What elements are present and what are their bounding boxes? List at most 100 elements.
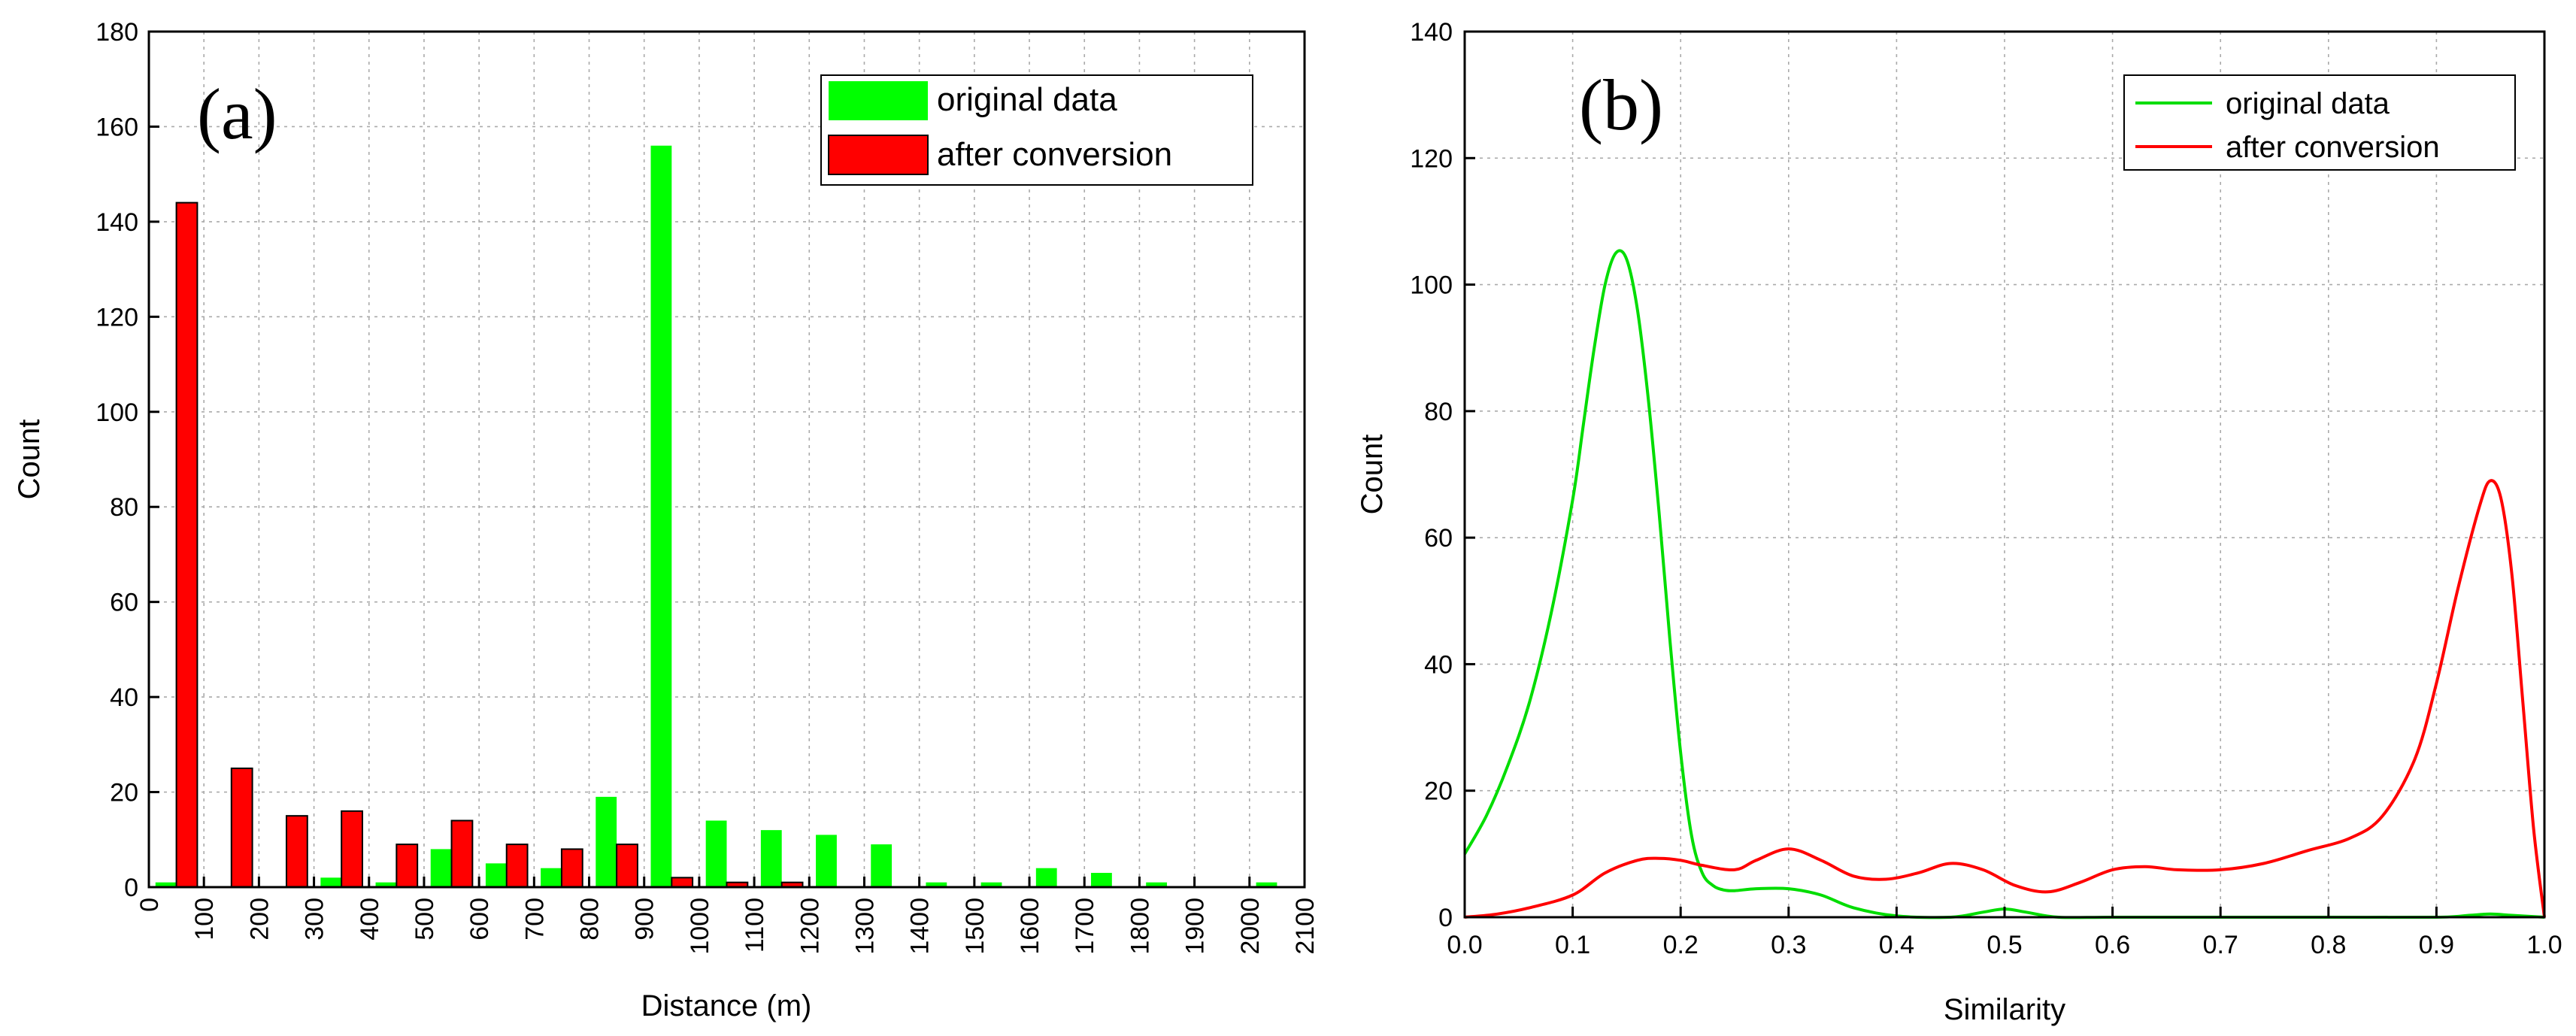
chart-a-xtick-label: 600 <box>465 898 494 941</box>
chart-a-ytick-label: 60 <box>110 589 138 617</box>
chart-a-xtick-label: 1100 <box>741 898 769 953</box>
chart-a-bar-after <box>450 819 474 888</box>
chart-a-xlabel: Distance (m) <box>641 989 812 1022</box>
chart-a-xtick-label: 1300 <box>850 898 879 955</box>
chart-a-ytick-label: 120 <box>95 303 138 332</box>
chart-b-ytick-label: 20 <box>1424 777 1453 806</box>
chart-b-xtick-label: 0.8 <box>2311 931 2346 959</box>
chart-a-ytick-label: 0 <box>124 874 138 902</box>
chart-a-bar-after <box>341 810 363 889</box>
chart-b-ytick-label: 0 <box>1438 904 1453 932</box>
chart-a-legend-swatch-after <box>828 135 929 175</box>
chart-b-xtick-label: 0.3 <box>1771 931 1806 959</box>
chart-a-xtick-label: 500 <box>411 898 439 941</box>
chart-a-ytick-label: 140 <box>95 208 138 237</box>
chart-b-xtick-label: 0.4 <box>1879 931 1914 959</box>
chart-panel-b: 0 20 40 60 80 100 120 140 0.0 0.1 0.2 0.3 0.4 0.5 0.6 0… <box>1356 18 2562 1026</box>
chart-a-bar-original <box>926 882 947 887</box>
chart-a-xtick-label: 0 <box>135 898 164 912</box>
chart-a-bars <box>155 145 1277 889</box>
chart-b-ytick-label: 140 <box>1410 18 1453 47</box>
chart-a-bar-original <box>1146 882 1168 887</box>
chart-a-legend-label-after: after conversion <box>937 136 1172 173</box>
chart-a-bar-original <box>705 820 727 887</box>
chart-a-bar-after <box>560 848 583 889</box>
chart-b-legend: original data after conversion <box>2123 74 2516 171</box>
chart-a-panel-label: (a) <box>197 74 277 154</box>
chart-b-xtick-label: 0.7 <box>2203 931 2238 959</box>
chart-a-xtick-label: 200 <box>245 898 274 941</box>
chart-a-xtick-label: 1800 <box>1126 898 1154 955</box>
chart-b-xlabel: Similarity <box>1944 993 2065 1026</box>
chart-b-legend-label-after: after conversion <box>2226 131 2440 164</box>
chart-b-grid <box>1465 32 2544 917</box>
chart-a-xtick-label: 400 <box>356 898 384 941</box>
chart-a-bar-original <box>1091 873 1112 887</box>
chart-a-bar-original <box>485 863 507 887</box>
chart-a-bar-original <box>1256 882 1277 887</box>
chart-a-ytick-label: 180 <box>95 18 138 47</box>
chart-b-xtick-label: 1.0 <box>2526 931 2562 959</box>
chart-b-ytick-label: 120 <box>1410 144 1453 173</box>
chart-a-legend-swatch-original <box>829 81 928 120</box>
chart-b-ytick-label: 100 <box>1410 271 1453 300</box>
chart-a-bar-original <box>596 796 617 887</box>
chart-a-xtick-label: 1200 <box>796 898 824 955</box>
chart-a-xtick-label: 700 <box>520 898 549 941</box>
chart-a-bar-original <box>650 145 672 887</box>
chart-a-bar-original <box>320 877 342 887</box>
chart-b-ytick-label: 40 <box>1424 650 1453 679</box>
chart-a-bar-original <box>1035 868 1057 887</box>
chart-a-xtick-label: 1000 <box>686 898 714 955</box>
chart-b-legend-label-original: original data <box>2226 87 2390 120</box>
chart-a-xtick-label: 1900 <box>1181 898 1210 955</box>
chart-a-bar-original <box>980 882 1002 887</box>
chart-a-plot-frame <box>147 30 1306 889</box>
chart-b-line-after <box>1464 479 2546 919</box>
chart-a-xtick-label: 1500 <box>961 898 989 955</box>
chart-a-ytick-label: 160 <box>95 113 138 141</box>
chart-a-bar-after <box>230 767 253 889</box>
chart-a-xtick-label: 1600 <box>1016 898 1044 955</box>
chart-b-ytick-label: 80 <box>1424 398 1453 426</box>
chart-a-bar-after <box>395 844 419 888</box>
chart-a-bar-after <box>505 844 529 888</box>
chart-a-bar-original <box>375 882 397 887</box>
chart-a-bar-original <box>871 844 893 887</box>
chart-a-xtick-label: 2100 <box>1291 898 1320 955</box>
chart-a-bar-original <box>541 868 562 887</box>
chart-a-xtick-label: 2000 <box>1236 898 1265 955</box>
chart-a-xtick-label: 300 <box>301 898 329 941</box>
chart-b-legend-box <box>2123 74 2516 171</box>
chart-a-xtick-label: 100 <box>190 898 219 941</box>
chart-a-bar-original <box>430 849 452 887</box>
chart-a-ytick-label: 100 <box>95 398 138 427</box>
chart-b-xtick-label: 0.0 <box>1447 931 1482 959</box>
chart-b-xtick-label: 0.5 <box>1987 931 2022 959</box>
chart-b-xtick-label: 0.9 <box>2419 931 2454 959</box>
chart-a-xtick-label: 800 <box>576 898 605 941</box>
chart-b-xtick-label: 0.6 <box>2095 931 2130 959</box>
chart-a-bar-original <box>816 835 837 887</box>
chart-a-ytick-label: 20 <box>110 779 138 807</box>
chart-b-ylabel: Count <box>1356 435 1389 515</box>
chart-b-panel-label: (b) <box>1579 65 1663 145</box>
chart-a-ylabel: Count <box>13 420 46 500</box>
chart-a-legend: original data after conversion <box>820 74 1253 186</box>
chart-a-bar-after <box>671 877 694 889</box>
chart-a-ytick-label: 80 <box>110 493 138 522</box>
chart-b-lines <box>1463 249 2546 919</box>
chart-a-xtick-label: 1700 <box>1071 898 1099 955</box>
chart-b-ticks: 0 20 40 60 80 100 120 140 0.0 0.1 0.2 0.3 0.4 0.5 0.6 0… <box>1410 18 2562 959</box>
chart-b-xtick-label: 0.2 <box>1663 931 1699 959</box>
chart-a-bar-after <box>175 201 199 889</box>
chart-a-xtick-label: 1400 <box>906 898 935 955</box>
chart-a-bar-original <box>760 830 782 887</box>
chart-b-ytick-label: 60 <box>1424 524 1453 553</box>
chart-b-xtick-label: 0.1 <box>1555 931 1590 959</box>
chart-a-ytick-label: 40 <box>110 683 138 712</box>
chart-a-xtick-label: 900 <box>631 898 659 941</box>
